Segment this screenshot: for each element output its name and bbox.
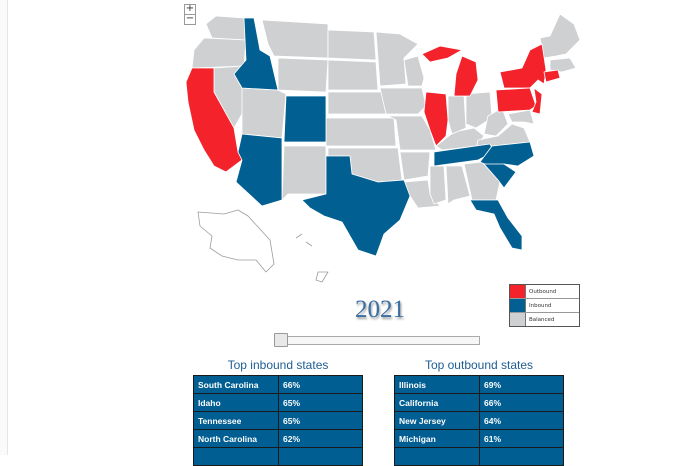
inbound-state-cell: South Carolina [193, 375, 279, 394]
outbound-state-cell: Michigan [394, 429, 480, 448]
inbound-pct-cell: 65% [278, 393, 363, 412]
state-vermont-nh-maine [539, 13, 581, 59]
inbound-table-title: Top inbound states [227, 358, 329, 372]
state-new-mexico [281, 145, 327, 201]
table-row: North Carolina 62% [193, 429, 363, 448]
state-utah [241, 87, 287, 139]
state-michigan [453, 55, 479, 97]
inbound-state-cell: North Carolina [193, 429, 279, 448]
outbound-table-title: Top outbound states [424, 358, 534, 372]
state-missouri [387, 115, 437, 151]
inbound-pct-cell: 65% [278, 411, 363, 430]
legend-label-outbound: Outbound [529, 288, 557, 295]
us-migration-map [185, 13, 581, 283]
left-frame-edge [0, 0, 8, 455]
state-montana [261, 19, 329, 59]
state-indiana [447, 95, 467, 135]
state-oregon [191, 37, 247, 69]
inbound-pct-cell [278, 447, 363, 466]
state-alaska [197, 209, 275, 273]
zoom-out-button[interactable]: − [184, 13, 196, 25]
state-maryland [507, 109, 535, 125]
outbound-pct-cell: 64% [479, 411, 564, 430]
year-slider-track[interactable] [274, 336, 480, 345]
year-label: 2021 [355, 296, 405, 323]
table-row: South Carolina 66% [193, 375, 363, 394]
state-illinois [423, 91, 449, 147]
outbound-pct-cell: 66% [479, 393, 564, 412]
legend-row-balanced: Balanced [510, 312, 579, 326]
state-north-dakota [327, 29, 377, 61]
state-iowa [379, 87, 427, 115]
state-south-dakota [327, 59, 379, 91]
outbound-state-cell: Illinois [394, 375, 480, 394]
inbound-table: South Carolina 66% Idaho 65% Tennessee 6… [193, 375, 363, 466]
state-new-york [499, 43, 547, 89]
outbound-pct-cell: 69% [479, 375, 564, 394]
state-massachusetts-ri [549, 57, 577, 73]
inbound-state-cell: Tennessee [193, 411, 279, 430]
table-row: Tennessee 65% [193, 411, 363, 430]
state-ohio [465, 91, 493, 129]
state-new-jersey [531, 87, 543, 115]
legend-swatch-inbound [510, 299, 526, 312]
state-arizona [235, 133, 283, 207]
state-arkansas [399, 151, 431, 181]
state-alabama [445, 165, 471, 205]
table-row: New Jersey 64% [394, 411, 564, 430]
outbound-pct-cell [479, 447, 564, 466]
state-hawaii [295, 233, 329, 283]
inbound-pct-cell: 66% [278, 375, 363, 394]
inbound-pct-cell: 62% [278, 429, 363, 448]
state-wyoming [277, 57, 329, 93]
outbound-state-cell [394, 447, 480, 466]
state-pennsylvania [495, 87, 537, 113]
table-row: Illinois 69% [394, 375, 564, 394]
map-legend: Outbound Inbound Balanced [509, 284, 580, 327]
outbound-pct-cell: 61% [479, 429, 564, 448]
table-row: Michigan 61% [394, 429, 564, 448]
legend-swatch-balanced [510, 313, 526, 326]
legend-row-inbound: Inbound [510, 298, 579, 312]
table-row: Idaho 65% [193, 393, 363, 412]
inbound-state-cell: Idaho [193, 393, 279, 412]
table-row [394, 447, 564, 466]
state-north-carolina [479, 141, 535, 169]
state-colorado [283, 95, 327, 143]
legend-swatch-outbound [510, 285, 526, 298]
inbound-state-cell [193, 447, 279, 466]
table-row [193, 447, 363, 466]
state-idaho [233, 17, 279, 91]
state-kansas [325, 117, 397, 147]
state-washington [205, 15, 247, 41]
state-california [185, 67, 243, 173]
state-mississippi [429, 165, 447, 205]
year-slider-handle[interactable] [274, 333, 288, 347]
state-texas [301, 155, 411, 257]
state-connecticut [543, 69, 561, 83]
outbound-table: Illinois 69% California 66% New Jersey 6… [394, 375, 564, 466]
legend-label-inbound: Inbound [529, 302, 552, 309]
table-row: California 66% [394, 393, 564, 412]
outbound-state-cell: New Jersey [394, 411, 480, 430]
state-south-carolina [483, 163, 517, 189]
state-georgia [463, 161, 501, 201]
state-minnesota [375, 31, 419, 87]
legend-row-outbound: Outbound [510, 285, 579, 298]
state-wisconsin-north [403, 55, 425, 87]
legend-label-balanced: Balanced [529, 316, 555, 323]
state-florida [469, 199, 523, 251]
outbound-state-cell: California [394, 393, 480, 412]
state-michigan-up [421, 45, 463, 63]
